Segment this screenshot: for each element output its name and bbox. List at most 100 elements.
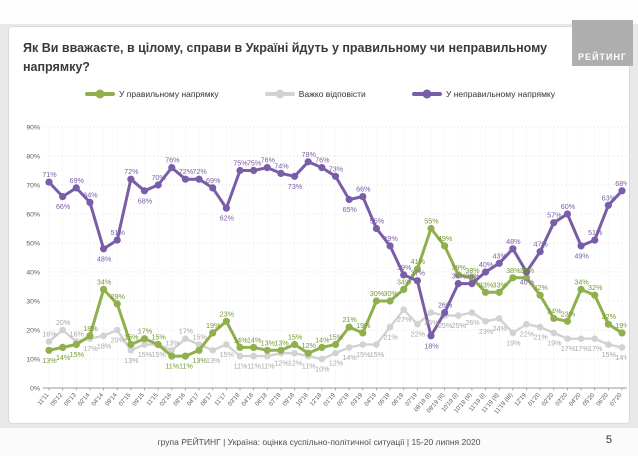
data-point-right-direction — [481, 288, 490, 296]
data-label-wrong-direction: 64% — [83, 190, 98, 199]
data-point-right-direction — [468, 274, 476, 282]
data-label-hard-to-answer: 11% — [247, 362, 261, 371]
data-label-right-direction: 34% — [97, 277, 112, 286]
data-point-wrong-direction — [59, 193, 67, 201]
data-label-right-direction: 33% — [479, 280, 494, 289]
data-point-hard-to-answer — [536, 323, 544, 331]
data-label-wrong-direction: 70% — [151, 173, 166, 182]
axes — [43, 387, 628, 391]
data-label-right-direction: 34% — [574, 277, 589, 286]
data-point-right-direction — [250, 343, 258, 351]
data-label-wrong-direction: 66% — [56, 202, 71, 211]
data-label-hard-to-answer: 15% — [192, 333, 207, 342]
data-point-hard-to-answer — [454, 312, 462, 319]
data-label-right-direction: 14% — [315, 335, 330, 344]
x-tick-label: 04'17 — [186, 391, 201, 407]
data-label-wrong-direction: 76% — [165, 156, 180, 165]
data-point-hard-to-answer — [386, 323, 394, 331]
data-point-wrong-direction — [386, 242, 394, 250]
chart-legend: У правильному напрямку Важко відповісти … — [23, 89, 617, 99]
data-point-hard-to-answer — [468, 309, 476, 316]
data-point-right-direction — [222, 317, 230, 325]
data-label-wrong-direction: 49% — [574, 251, 589, 260]
data-label-right-direction: 19% — [356, 321, 371, 330]
data-point-wrong-direction — [236, 166, 244, 175]
data-point-hard-to-answer — [605, 341, 612, 348]
data-label-wrong-direction: 51% — [111, 228, 126, 237]
data-label-hard-to-answer: 15% — [220, 350, 235, 359]
data-point-wrong-direction — [304, 158, 312, 166]
x-tick-label: 09'18 — [281, 391, 296, 407]
data-label-hard-to-answer: 12% — [329, 359, 344, 368]
data-label-wrong-direction: 74% — [274, 161, 289, 170]
y-tick-label: 90% — [26, 124, 40, 131]
footer-source-text: група РЕЙТИНГ | Україна: оцінка суспільн… — [157, 437, 481, 447]
top-margin-strip — [0, 0, 638, 24]
data-label-wrong-direction: 78% — [302, 150, 317, 159]
x-tick-label: 03'20 — [554, 391, 569, 407]
data-label-right-direction: 23% — [561, 309, 576, 318]
data-label-wrong-direction: 26% — [438, 301, 453, 310]
data-point-hard-to-answer — [182, 335, 189, 342]
data-label-hard-to-answer: 15% — [151, 350, 166, 359]
y-tick-label: 70% — [26, 182, 40, 189]
data-label-hard-to-answer: 21% — [383, 333, 398, 342]
data-label-hard-to-answer: 12% — [288, 359, 303, 368]
data-point-hard-to-answer — [577, 335, 585, 342]
data-point-hard-to-answer — [509, 329, 517, 337]
chart-title: Як Ви вважаєте, в цілому, справи в Украї… — [23, 41, 548, 75]
data-point-hard-to-answer — [373, 341, 380, 348]
data-label-hard-to-answer: 15% — [602, 350, 617, 359]
y-tick-label: 30% — [26, 298, 40, 305]
data-point-right-direction — [263, 346, 271, 354]
y-tick-label: 20% — [26, 327, 40, 334]
data-point-hard-to-answer — [400, 306, 408, 313]
data-label-hard-to-answer: 19% — [506, 338, 521, 347]
data-point-wrong-direction — [522, 268, 531, 276]
line-chart: 0% 10% 20% 30% 40% 50% 60% 70% 80% 90% 11'11 05'12 0… — [15, 119, 630, 421]
data-point-wrong-direction — [468, 280, 476, 288]
data-point-hard-to-answer — [618, 344, 626, 351]
data-label-hard-to-answer: 26% — [424, 318, 439, 327]
data-label-right-direction: 38% — [520, 266, 535, 275]
data-point-hard-to-answer — [495, 315, 503, 322]
x-tick-label: 06'20 — [595, 391, 610, 407]
data-label-wrong-direction: 75% — [247, 159, 262, 168]
data-point-right-direction — [304, 349, 312, 357]
data-label-hard-to-answer: 23% — [479, 327, 494, 336]
data-label-hard-to-answer: 26% — [465, 318, 480, 327]
data-label-hard-to-answer: 17% — [83, 344, 98, 353]
legend-marker-right-direction-icon — [85, 89, 115, 99]
data-label-right-direction: 11% — [165, 362, 179, 371]
rating-group-logo: РЕЙТИНГ — [572, 20, 633, 66]
data-label-wrong-direction: 47% — [533, 240, 548, 249]
data-point-right-direction — [195, 346, 203, 354]
x-tick-label: 10'18 — [295, 391, 310, 407]
data-point-right-direction — [140, 335, 149, 343]
data-label-right-direction: 33% — [493, 280, 508, 289]
data-label-wrong-direction: 72% — [124, 167, 139, 176]
data-label-right-direction: 29% — [111, 292, 126, 301]
data-point-right-direction — [550, 314, 558, 322]
data-point-wrong-direction — [290, 172, 299, 180]
x-tick-label: 12'18 — [309, 391, 324, 407]
y-tick-label: 0% — [30, 385, 40, 392]
data-point-hard-to-answer — [100, 332, 107, 340]
data-label-hard-to-answer: 25% — [452, 321, 467, 330]
data-label-hard-to-answer: 20% — [56, 318, 71, 327]
data-point-wrong-direction — [154, 181, 162, 189]
data-label-wrong-direction: 43% — [493, 251, 508, 260]
legend-item-hard-to-answer: Важко відповісти — [264, 89, 366, 99]
data-point-wrong-direction — [181, 175, 190, 183]
x-tick-label: 07'18 — [268, 391, 283, 407]
data-point-wrong-direction — [536, 248, 544, 256]
x-tick-label: 08'17 — [199, 391, 214, 407]
data-label-right-direction: 39% — [452, 263, 467, 272]
data-point-wrong-direction — [222, 204, 230, 212]
data-point-right-direction — [59, 343, 67, 351]
data-label-hard-to-answer: 17% — [588, 344, 603, 353]
data-point-right-direction — [127, 340, 135, 349]
data-point-right-direction — [386, 297, 394, 305]
data-label-hard-to-answer: 16% — [42, 330, 57, 339]
data-point-hard-to-answer — [209, 347, 217, 354]
